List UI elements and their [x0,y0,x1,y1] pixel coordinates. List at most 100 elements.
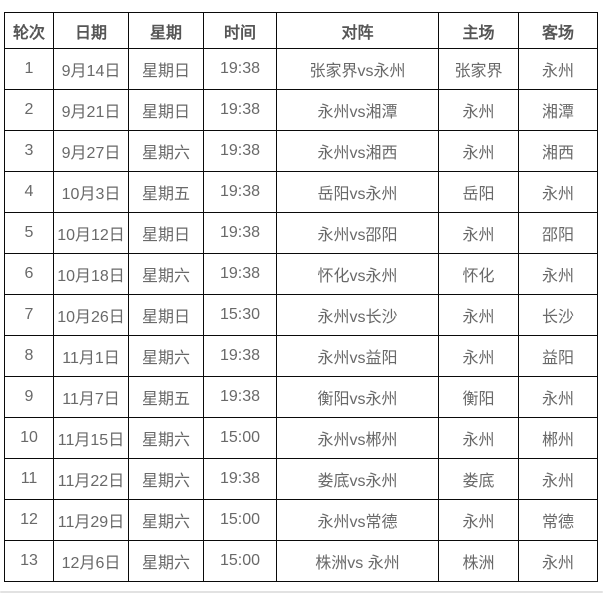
cell-away: 湘潭 [518,89,598,131]
cell-time: 19:38 [203,253,277,295]
bottom-divider [0,591,603,593]
cell-time: 15:00 [203,540,277,582]
cell-matchup: 衡阳vs永州 [276,376,439,418]
cell-time: 19:38 [203,48,277,90]
cell-home: 永州 [438,89,519,131]
cell-round: 9 [4,376,54,418]
cell-time: 19:38 [203,376,277,418]
cell-round: 2 [4,89,54,131]
cell-time: 19:38 [203,171,277,213]
cell-date: 10月3日 [53,171,129,213]
cell-matchup: 永州vs湘潭 [276,89,439,131]
cell-away: 永州 [518,48,598,90]
cell-weekday: 星期六 [128,417,204,459]
cell-round: 5 [4,212,54,254]
cell-date: 11月22日 [53,458,129,500]
cell-date: 11月1日 [53,335,129,377]
cell-time: 15:00 [203,499,277,541]
cell-round: 3 [4,130,54,172]
table-row: 4 10月3日 星期五 19:38 岳阳vs永州 岳阳 永州 [4,171,598,213]
cell-away: 永州 [518,253,598,295]
cell-away: 邵阳 [518,212,598,254]
cell-home: 永州 [438,130,519,172]
cell-date: 11月29日 [53,499,129,541]
cell-time: 19:38 [203,335,277,377]
table-row: 8 11月1日 星期六 19:38 永州vs益阳 永州 益阳 [4,335,598,377]
cell-time: 19:38 [203,89,277,131]
cell-weekday: 星期六 [128,335,204,377]
cell-date: 10月18日 [53,253,129,295]
cell-date: 10月12日 [53,212,129,254]
table-row: 3 9月27日 星期六 19:38 永州vs湘西 永州 湘西 [4,130,598,172]
cell-home: 永州 [438,499,519,541]
header-time: 时间 [203,12,277,49]
cell-round: 6 [4,253,54,295]
header-round: 轮次 [4,12,54,49]
cell-home: 永州 [438,294,519,336]
cell-matchup: 岳阳vs永州 [276,171,439,213]
cell-weekday: 星期日 [128,89,204,131]
cell-matchup: 娄底vs永州 [276,458,439,500]
cell-away: 永州 [518,376,598,418]
cell-home: 永州 [438,417,519,459]
cell-round: 7 [4,294,54,336]
table-row: 13 12月6日 星期六 15:00 株洲vs 永州 株洲 永州 [4,540,598,582]
cell-matchup: 张家界vs永州 [276,48,439,90]
table-row: 6 10月18日 星期六 19:38 怀化vs永州 怀化 永州 [4,253,598,295]
cell-time: 15:00 [203,417,277,459]
header-date: 日期 [53,12,129,49]
cell-time: 19:38 [203,212,277,254]
header-matchup: 对阵 [276,12,439,49]
cell-matchup: 永州vs长沙 [276,294,439,336]
cell-weekday: 星期五 [128,376,204,418]
cell-weekday: 星期六 [128,253,204,295]
cell-round: 11 [4,458,54,500]
cell-date: 12月6日 [53,540,129,582]
cell-round: 1 [4,48,54,90]
table-row: 7 10月26日 星期日 15:30 永州vs长沙 永州 长沙 [4,294,598,336]
cell-time: 15:30 [203,294,277,336]
cell-date: 9月21日 [53,89,129,131]
cell-round: 10 [4,417,54,459]
cell-home: 永州 [438,335,519,377]
cell-away: 常德 [518,499,598,541]
table-row: 12 11月29日 星期六 15:00 永州vs常德 永州 常德 [4,499,598,541]
cell-matchup: 永州vs常德 [276,499,439,541]
cell-date: 9月27日 [53,130,129,172]
cell-time: 19:38 [203,458,277,500]
header-home: 主场 [438,12,519,49]
header-weekday: 星期 [128,12,204,49]
cell-home: 怀化 [438,253,519,295]
cell-matchup: 怀化vs永州 [276,253,439,295]
table-row: 10 11月15日 星期六 15:00 永州vs郴州 永州 郴州 [4,417,598,459]
cell-weekday: 星期六 [128,499,204,541]
table-row: 2 9月21日 星期日 19:38 永州vs湘潭 永州 湘潭 [4,89,598,131]
cell-matchup: 永州vs郴州 [276,417,439,459]
cell-weekday: 星期日 [128,212,204,254]
cell-away: 长沙 [518,294,598,336]
cell-weekday: 星期六 [128,458,204,500]
cell-date: 11月15日 [53,417,129,459]
cell-away: 永州 [518,458,598,500]
cell-time: 19:38 [203,130,277,172]
cell-away: 湘西 [518,130,598,172]
cell-away: 郴州 [518,417,598,459]
cell-date: 9月14日 [53,48,129,90]
cell-matchup: 永州vs邵阳 [276,212,439,254]
cell-home: 张家界 [438,48,519,90]
header-away: 客场 [518,12,598,49]
cell-home: 株洲 [438,540,519,582]
cell-matchup: 永州vs湘西 [276,130,439,172]
cell-away: 益阳 [518,335,598,377]
cell-home: 衡阳 [438,376,519,418]
cell-round: 8 [4,335,54,377]
cell-weekday: 星期六 [128,130,204,172]
cell-home: 岳阳 [438,171,519,213]
cell-weekday: 星期六 [128,540,204,582]
cell-matchup: 永州vs益阳 [276,335,439,377]
cell-matchup: 株洲vs 永州 [276,540,439,582]
cell-round: 13 [4,540,54,582]
cell-weekday: 星期日 [128,294,204,336]
cell-home: 永州 [438,212,519,254]
